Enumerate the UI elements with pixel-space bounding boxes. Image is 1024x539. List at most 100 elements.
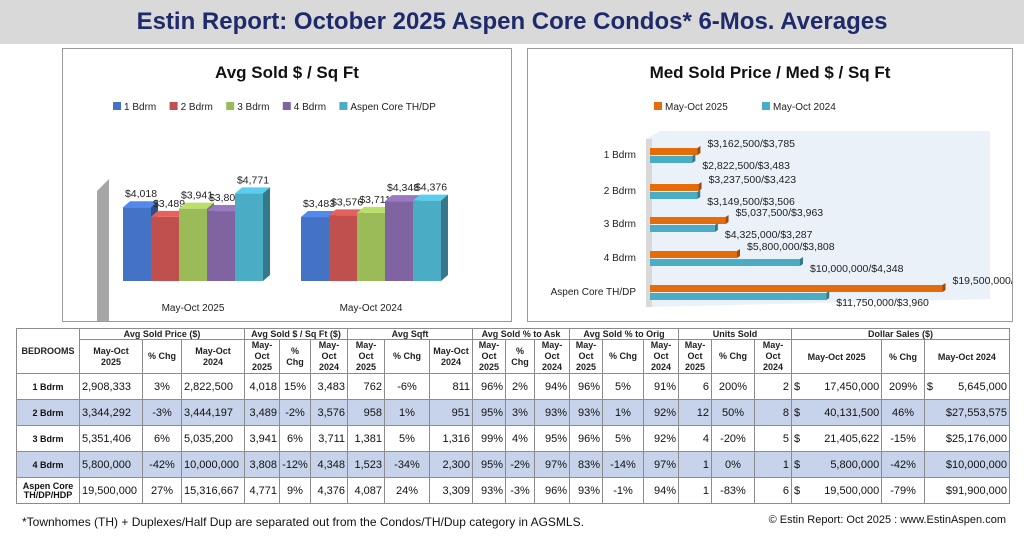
y-tick-label: Aspen Core TH/DP [551,287,637,298]
table-cell: 3,576 [310,399,348,426]
table-cell: -34% [384,451,430,478]
table-cell: 94% [534,373,570,400]
table-cell: 5,800,000 [79,451,143,478]
sub-header: May-Oct 2024 [429,339,473,374]
data-label: $11,750,000/$3,960 [836,297,929,309]
group-header: Avg Sold Price ($) [79,328,245,340]
table-row: 3 Bdrm 5,351,406 6% 5,035,200 3,941 6% 3,711 1,… [16,425,1011,452]
table-cell: $91,900,000 [923,477,1011,504]
table-cell: $ [791,451,806,478]
data-label: $4,348 [387,182,419,194]
table-cell: 4 [678,425,712,452]
report-title-bar: Estin Report: October 2025 Aspen Core Co… [0,0,1024,44]
sub-header: May-Oct 2025 [244,339,280,374]
data-label: $3,808 [209,192,241,204]
table-cell: 15,316,667 [181,477,245,504]
table-cell: 2,908,333 [79,373,143,400]
x-tick-label: May-Oct 2024 [340,303,403,314]
sub-header: % Chg [384,339,430,374]
x-tick-label: May-Oct 2025 [162,303,225,314]
table-cell: -14% [602,451,644,478]
legend-swatch [226,102,235,110]
row-label: 4 Bdrm [16,451,80,478]
group-header: Dollar Sales ($) [791,328,1010,340]
legend-entry: 4 Bdrm [294,102,326,113]
table-cell: 19,500,000 [805,477,883,504]
data-label: $5,037,500/$3,963 [736,207,824,219]
table-cell: -3% [505,477,535,504]
table-cell: 951 [429,399,473,426]
group-header: Avg Sold % to Ask [472,328,570,340]
table-cell: 4,771 [244,477,280,504]
data-label: $3,576 [331,196,363,208]
sub-header: May-Oct 2025 [678,339,712,374]
group-header: Units Sold [678,328,792,340]
table-cell: 6 [754,477,792,504]
bar [650,291,830,300]
table-cell: -79% [881,477,925,504]
table-cell: 200% [711,373,755,400]
table-cell: 3,808 [244,451,280,478]
table-cell: 83% [569,451,603,478]
table-cell: 10,000,000 [181,451,245,478]
table-cell: 3,444,197 [181,399,245,426]
table-cell: 5 [754,425,792,452]
table-cell: 93% [472,477,506,504]
data-label: $3,711 [359,194,390,206]
table-cell: 97% [534,451,570,478]
table-cell: 9% [279,477,311,504]
table-cell: 1,381 [347,425,385,452]
table-cell: 15% [279,373,311,400]
y-tick-label: 1 Bdrm [604,150,636,161]
table-cell: -42% [142,451,182,478]
sub-header: % Chg [279,339,311,374]
sub-header: May-Oct 2025 [472,339,506,374]
table-cell: -83% [711,477,755,504]
table-cell: 17,450,000 [805,373,883,400]
table-cell: 1,523 [347,451,385,478]
table-cell: 6 [678,373,712,400]
table-cell: 2,822,500 [181,373,245,400]
table-cell: 92% [643,425,679,452]
table-row: Aspen Core TH/DP/HDP 19,500,000 27% 15,316,… [16,477,1011,504]
legend-swatch [762,102,770,110]
table-cell: 6% [142,425,182,452]
table-row: 1 Bdrm 2,908,333 3% 2,822,500 4,018 15% 3,483 7… [16,373,1011,400]
sub-header: May-Oct 2024 [923,339,1011,374]
table-cell: 4,348 [310,451,348,478]
table-cell: -1% [602,477,644,504]
table-cell: 96% [569,373,603,400]
report-title: Estin Report: October 2025 Aspen Core Co… [136,8,888,35]
table-cell: -2% [279,399,311,426]
bar [650,223,718,232]
legend-swatch [169,102,178,110]
table-cell: 19,500,000 [79,477,143,504]
table-cell: 93% [569,477,603,504]
bar [413,194,448,281]
table-cell: 6% [279,425,311,452]
bar [650,190,701,199]
table-cell: $25,176,000 [923,425,1011,452]
table-cell: 95% [472,399,506,426]
avg-sold-chart: 1 Bdrm 2 Bdrm 3 Bdrm 4 Bdrm Aspen Core TH/DP… [97,102,503,321]
table-cell: -12% [279,451,311,478]
table-cell: 3,483 [310,373,348,400]
group-header: Avg Sold % to Orig [569,328,679,340]
bar [650,146,701,155]
table-cell: 1 [678,477,712,504]
table-row: 4 Bdrm 5,800,000 -42% 10,000,000 3,808 -12% 4,… [16,451,1011,478]
legend: 1 Bdrm 2 Bdrm 3 Bdrm 4 Bdrm Aspen Core TH/DP [113,102,436,113]
table-cell: 1 [754,451,792,478]
summary-table: BEDROOMS Avg Sold Price ($) Avg Sold $ /… [16,328,1011,504]
group-header: Avg Sold $ / Sq Ft ($) [244,328,348,340]
group-header: Avg Sqft [347,328,473,340]
data-label: $5,800,000/$3,808 [747,241,835,253]
table-cell: 2,300 [429,451,473,478]
table-cell: -6% [384,373,430,400]
sub-header: May-Oct 2024 [754,339,792,374]
table-cell: 46% [881,399,925,426]
table-cell: 209% [881,373,925,400]
table-cell: $10,000,000 [923,451,1011,478]
table-cell: $ [791,425,806,452]
table-cell: 24% [384,477,430,504]
